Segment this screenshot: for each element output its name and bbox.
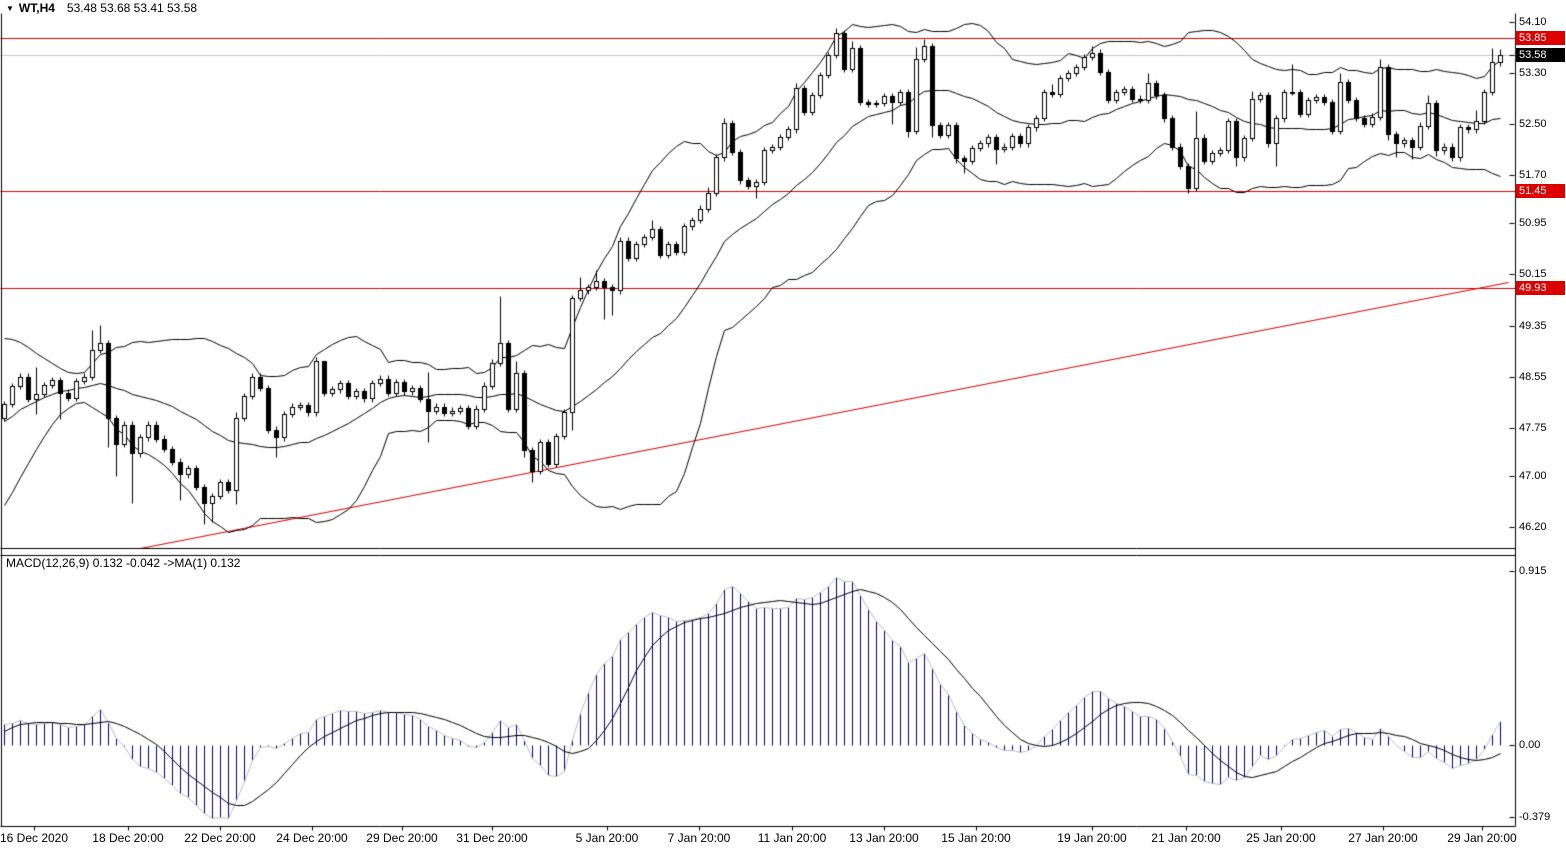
price-line-badge[interactable]: 51.45: [1516, 184, 1565, 198]
time-axis-label: 18 Dec 20:00: [92, 831, 164, 845]
time-axis-label: 5 Jan 20:00: [575, 831, 639, 845]
time-axis-label: 29 Dec 20:00: [366, 831, 438, 845]
time-axis-label: 11 Jan 20:00: [757, 831, 827, 845]
price-line-badge[interactable]: 53.85: [1516, 31, 1565, 45]
price-axis-label: 54.10: [1519, 16, 1547, 28]
price-axis-label: 50.15: [1519, 268, 1547, 280]
time-axis-label: 29 Jan 20:00: [1447, 831, 1517, 845]
time-axis-label: 16 Dec 2020: [0, 831, 69, 845]
price-axis-label: 49.35: [1519, 320, 1547, 332]
symbol-dropdown-icon: ▼: [6, 4, 14, 13]
price-axis-label: 52.50: [1519, 118, 1547, 130]
ohlc-values-label: 53.48 53.68 53.41 53.58: [66, 1, 198, 15]
current-price-badge: 53.58: [1516, 48, 1565, 62]
price-axis-label: 51.70: [1519, 169, 1547, 181]
time-axis-label: 24 Dec 20:00: [276, 831, 348, 845]
time-axis-label: 27 Jan 20:00: [1348, 831, 1418, 845]
time-axis-label: 21 Jan 20:00: [1151, 831, 1221, 845]
macd-indicator-label: MACD(12,26,9) 0.132 -0.042 ->MA(1) 0.132: [6, 556, 241, 570]
time-axis-label: 19 Jan 20:00: [1057, 831, 1127, 845]
macd-axis-label: 0.915: [1519, 565, 1547, 577]
price-axis-label: 53.30: [1519, 67, 1547, 79]
time-axis-label: 13 Jan 20:00: [849, 831, 919, 845]
price-axis-label: 47.00: [1519, 470, 1547, 482]
time-axis-label: 31 Dec 20:00: [456, 831, 528, 845]
time-axis-label: 15 Jan 20:00: [941, 831, 1011, 845]
time-axis-label: 22 Dec 20:00: [184, 831, 256, 845]
macd-axis-label: 0.00: [1519, 739, 1541, 751]
time-axis-label: 25 Jan 20:00: [1246, 831, 1316, 845]
price-axis-label: 47.75: [1519, 422, 1547, 434]
price-line-badge[interactable]: 49.93: [1516, 281, 1565, 295]
symbol-period-label: WT,H4: [18, 1, 55, 15]
price-axis-label: 50.95: [1519, 217, 1547, 229]
time-axis-label: 7 Jan 20:00: [667, 831, 731, 845]
macd-axis-label: -0.379: [1519, 811, 1551, 823]
price-axis-label: 46.20: [1519, 521, 1547, 533]
chart-title: ▼ WT,H4 53.48 53.68 53.41 53.58: [6, 1, 198, 15]
price-axis-label: 48.55: [1519, 371, 1547, 383]
